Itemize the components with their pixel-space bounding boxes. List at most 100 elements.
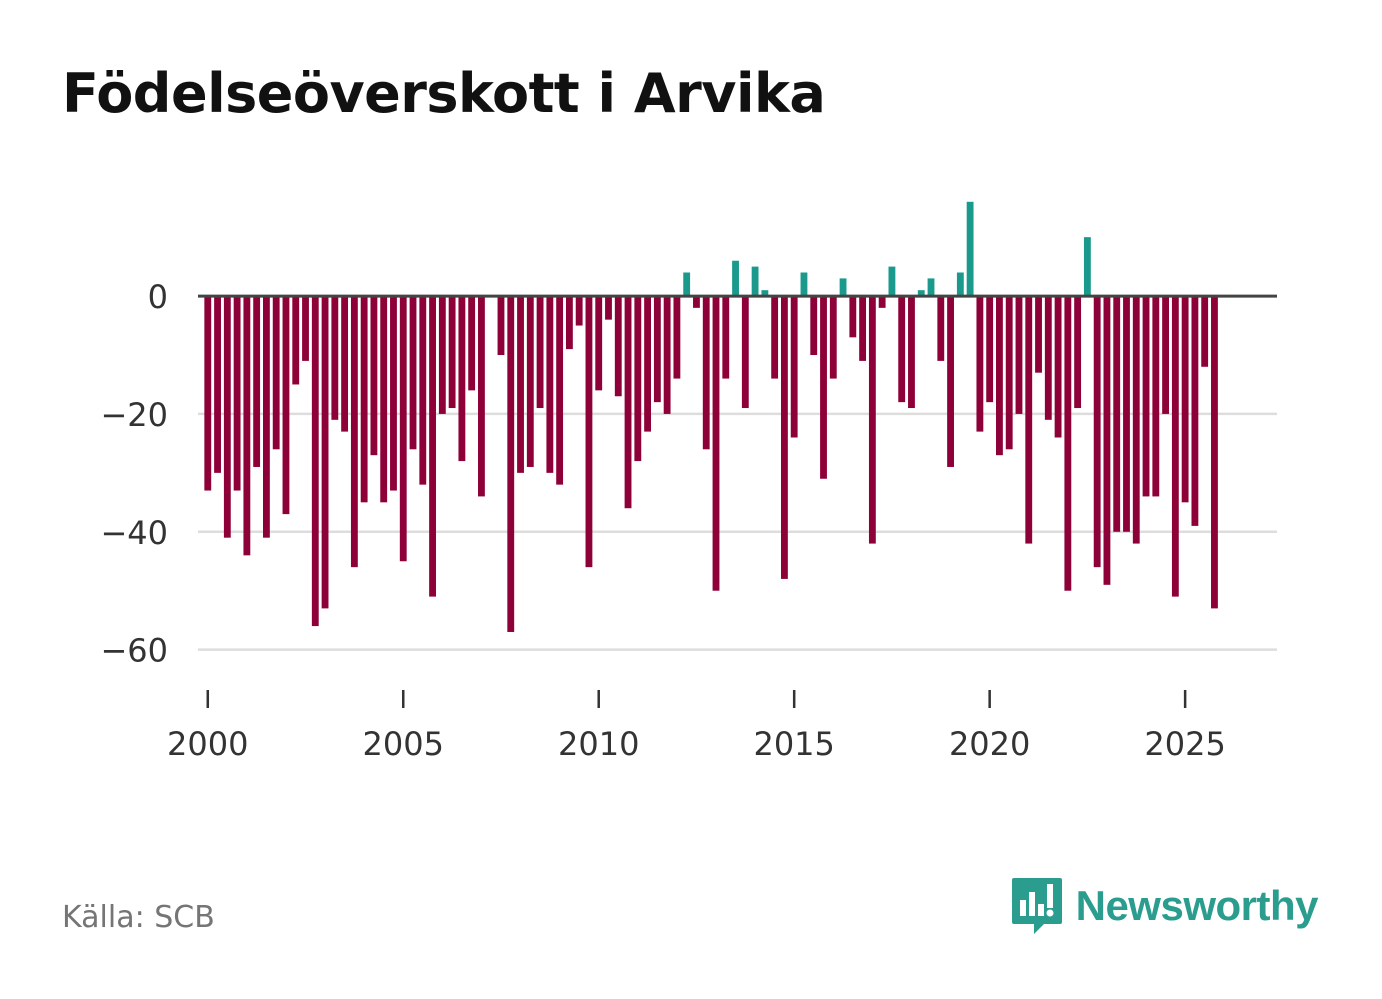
bar bbox=[575, 296, 583, 326]
bar bbox=[878, 296, 886, 308]
bar bbox=[810, 296, 818, 355]
bar bbox=[429, 296, 436, 597]
newsworthy-brand[interactable]: Newsworthy bbox=[1010, 876, 1319, 936]
bar bbox=[780, 296, 788, 579]
bar bbox=[732, 260, 739, 297]
bar bbox=[419, 296, 427, 485]
bar bbox=[1005, 296, 1013, 450]
bar bbox=[888, 266, 896, 297]
bar bbox=[917, 290, 925, 297]
bar bbox=[253, 296, 261, 467]
bar bbox=[321, 296, 329, 609]
bar bbox=[927, 278, 935, 297]
bars bbox=[204, 201, 1218, 632]
bar bbox=[1142, 296, 1150, 497]
bar bbox=[702, 296, 710, 450]
bar bbox=[223, 296, 231, 538]
bar bbox=[380, 296, 388, 503]
bar bbox=[214, 296, 221, 473]
bar bbox=[1162, 296, 1170, 414]
bar bbox=[966, 201, 974, 297]
bar bbox=[526, 296, 534, 467]
bar bbox=[1074, 296, 1082, 409]
bar bbox=[1132, 296, 1140, 544]
bar bbox=[790, 296, 798, 438]
bar bbox=[712, 296, 720, 591]
bar bbox=[1054, 296, 1062, 438]
y-tick-label: 0 bbox=[148, 278, 168, 316]
bar bbox=[683, 272, 691, 297]
bar bbox=[624, 296, 632, 509]
bar bbox=[849, 296, 857, 338]
bar bbox=[262, 296, 270, 538]
bar bbox=[438, 296, 446, 414]
y-tick-label: −20 bbox=[100, 396, 168, 434]
bar bbox=[556, 296, 564, 485]
bar bbox=[1113, 296, 1121, 532]
bar bbox=[1093, 296, 1101, 568]
bar bbox=[868, 296, 876, 544]
bar bbox=[644, 296, 652, 432]
y-axis-ticks: 0 −20 −40 −60 bbox=[100, 278, 168, 670]
bar bbox=[370, 296, 378, 456]
bar bbox=[243, 296, 251, 556]
bar bbox=[517, 296, 524, 473]
x-tick-label: 2015 bbox=[753, 725, 834, 763]
bar bbox=[1015, 296, 1023, 414]
bar bbox=[507, 296, 515, 632]
bar bbox=[360, 296, 368, 503]
bar bbox=[1123, 296, 1130, 532]
x-tick-label: 2010 bbox=[558, 725, 639, 763]
x-axis-ticks: 2000 2005 2010 2015 2020 2025 bbox=[167, 690, 1226, 763]
bar bbox=[468, 296, 476, 391]
bar bbox=[409, 296, 417, 450]
bar bbox=[311, 296, 319, 627]
bar bbox=[673, 296, 681, 379]
newsworthy-logo-icon bbox=[1011, 878, 1062, 934]
bar bbox=[341, 296, 349, 432]
bar bbox=[908, 296, 915, 409]
bar bbox=[478, 296, 485, 497]
bar bbox=[937, 296, 945, 361]
bar bbox=[595, 296, 603, 391]
bar bbox=[1171, 296, 1179, 597]
x-tick-label: 2020 bbox=[949, 725, 1030, 763]
bar bbox=[585, 296, 593, 568]
bar bbox=[947, 296, 954, 467]
bar bbox=[282, 296, 290, 515]
bar bbox=[1181, 296, 1189, 503]
bar bbox=[1083, 237, 1091, 297]
bar bbox=[331, 296, 339, 420]
bar bbox=[839, 278, 847, 297]
bar bbox=[956, 272, 964, 297]
chart-title: Födelseöverskott i Arvika bbox=[62, 62, 826, 125]
brand-name: Newsworthy bbox=[1075, 882, 1319, 929]
bar bbox=[614, 296, 622, 397]
bar bbox=[996, 296, 1003, 456]
bar bbox=[350, 296, 358, 568]
bar bbox=[820, 296, 827, 479]
bar bbox=[565, 296, 573, 350]
bar bbox=[761, 290, 769, 297]
bar bbox=[986, 296, 994, 403]
bar bbox=[771, 296, 779, 379]
bar bbox=[292, 296, 300, 385]
bar bbox=[204, 296, 212, 491]
bar bbox=[741, 296, 749, 409]
bar bbox=[458, 296, 466, 462]
source-note: Källa: SCB bbox=[62, 900, 215, 935]
bar bbox=[976, 296, 984, 432]
bar bbox=[859, 296, 867, 361]
y-tick-label: −40 bbox=[100, 514, 168, 552]
bar bbox=[272, 296, 280, 450]
bar bbox=[1211, 296, 1218, 609]
x-tick-label: 2025 bbox=[1144, 725, 1225, 763]
bar bbox=[722, 296, 730, 379]
bar bbox=[1201, 296, 1209, 367]
bar bbox=[634, 296, 642, 462]
bar-chart: 0 −20 −40 −60 2000 2005 2010 2015 2020 2025 bbox=[100, 201, 1277, 763]
bar bbox=[653, 296, 661, 403]
bar bbox=[898, 296, 906, 403]
bar bbox=[302, 296, 309, 361]
bar bbox=[751, 266, 759, 297]
